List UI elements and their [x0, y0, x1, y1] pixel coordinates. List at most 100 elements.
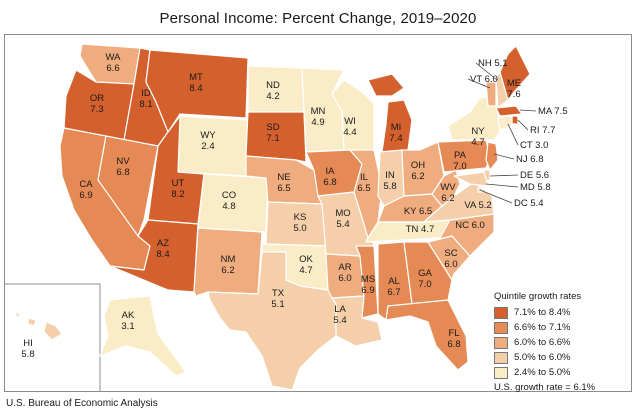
state-abbr: ME	[507, 78, 521, 89]
state-value: 6.0	[485, 74, 498, 85]
state-abbr: MS	[361, 274, 375, 285]
state-abbr: IA	[326, 166, 336, 177]
state-value: 4.7	[471, 137, 484, 148]
state-abbr: TX	[272, 288, 285, 299]
state-abbr: NC	[455, 220, 469, 231]
leader-line-ct	[507, 123, 519, 146]
state-label-az: AZ 8.4	[156, 238, 169, 260]
leader-line-de	[489, 174, 519, 177]
state-label-hi: HI 5.8	[21, 338, 34, 360]
state-label-tn: TN 4.7	[406, 224, 435, 235]
state-value: 6.9	[79, 190, 92, 201]
state-abbr: NV	[116, 156, 130, 167]
state-value: 6.5	[277, 183, 290, 194]
state-abbr: OH	[411, 160, 425, 171]
state-label-id: ID 8.1	[139, 88, 152, 110]
state-abbr: MN	[311, 106, 326, 117]
state-value: 6.0	[338, 273, 351, 284]
state-value: 6.5	[419, 206, 432, 217]
state-abbr: NE	[277, 172, 290, 183]
state-ak	[99, 295, 187, 377]
state-abbr: HI	[23, 338, 33, 349]
state-label-ut: UT 8.2	[171, 178, 184, 200]
state-value: 5.4	[530, 198, 543, 209]
state-label-ny: NY 4.7	[471, 126, 485, 148]
state-label-il: IL 6.5	[357, 172, 370, 194]
state-abbr: NM	[221, 254, 236, 265]
state-abbr: IL	[360, 172, 368, 183]
state-label-co: CO 4.8	[222, 190, 236, 212]
legend-swatch	[494, 351, 508, 364]
state-value: 4.7	[421, 224, 434, 235]
state-abbr: TN	[406, 224, 419, 235]
state-abbr: VT	[470, 74, 482, 85]
state-value: 6.0	[444, 259, 457, 270]
state-abbr: SC	[444, 248, 457, 259]
legend-item: 5.0% to 6.0%	[490, 350, 630, 365]
state-value: 5.8	[383, 181, 396, 192]
state-value: 3.1	[121, 321, 134, 332]
state-value: 4.9	[311, 117, 324, 128]
state-label-mn: MN 4.9	[311, 106, 326, 128]
state-value: 7.0	[453, 161, 466, 172]
state-label-va: VA 5.2	[464, 200, 491, 211]
state-label-sc: SC 6.0	[444, 248, 457, 270]
state-label-ks: KS 5.0	[293, 212, 306, 234]
state-value: 6.8	[116, 167, 129, 178]
state-abbr: GA	[418, 268, 432, 279]
legend: Quintile growth rates 7.1% to 8.4% 6.6% t…	[490, 291, 630, 393]
state-abbr: PA	[454, 150, 467, 161]
state-abbr: WV	[440, 182, 456, 193]
state-label-ak: AK 3.1	[121, 310, 135, 332]
legend-swatch	[494, 306, 508, 319]
state-label-fl: FL 6.8	[447, 328, 460, 350]
state-abbr: ID	[141, 88, 151, 99]
state-value: 5.4	[336, 219, 349, 230]
state-label-mo: MO 5.4	[335, 208, 350, 230]
state-value: 8.4	[156, 249, 169, 260]
state-label-in: IN 5.8	[383, 170, 396, 192]
state-md	[453, 171, 489, 187]
leader-line-ma	[519, 109, 537, 112]
state-label-al: AL 6.7	[387, 276, 400, 298]
state-abbr: MD	[520, 182, 535, 193]
state-abbr: SD	[266, 122, 279, 133]
state-abbr: ND	[266, 80, 280, 91]
state-label-wv: WV 6.2	[440, 182, 456, 204]
state-abbr: MO	[335, 208, 350, 219]
state-label-sd: SD 7.1	[266, 122, 279, 144]
leader-line-nh	[475, 62, 498, 81]
state-fl	[385, 299, 469, 371]
state-value: 6.2	[221, 265, 234, 276]
state-label-me: ME 7.6	[507, 78, 521, 100]
state-label-nh: NH 5.1	[478, 58, 508, 69]
us-growth-note: U.S. growth rate = 6.1%	[494, 382, 596, 393]
state-label-nc: NC 6.0	[455, 220, 485, 231]
state-abbr: RI	[530, 125, 540, 136]
state-label-tx: TX 5.1	[271, 288, 284, 310]
state-abbr: MA	[538, 106, 553, 117]
state-label-nm: NM 6.2	[221, 254, 236, 276]
legend-label: 6.0% to 6.6%	[514, 337, 571, 348]
state-abbr: VA	[464, 200, 477, 211]
state-ct	[497, 115, 513, 131]
legend-label: 2.4% to 5.0%	[514, 367, 571, 378]
legend-title: Quintile growth rates	[494, 291, 582, 302]
state-label-wy: WY 2.4	[200, 130, 216, 152]
state-ri	[511, 115, 519, 125]
state-abbr: DC	[514, 198, 528, 209]
state-ny	[447, 95, 501, 141]
state-label-vt: VT 6.0	[470, 74, 498, 85]
legend-item: 7.1% to 8.4%	[490, 305, 630, 320]
state-label-or: OR 7.3	[90, 93, 104, 115]
state-ms	[355, 245, 379, 319]
state-abbr: AR	[338, 262, 351, 273]
state-value: 5.1	[271, 299, 284, 310]
legend-item: 6.0% to 6.6%	[490, 335, 630, 350]
state-value: 2.4	[201, 141, 214, 152]
state-label-ms: MS 6.9	[361, 274, 375, 296]
legend-item: 6.6% to 7.1%	[490, 320, 630, 335]
state-value: 6.0	[472, 220, 485, 231]
legend-item: 2.4% to 5.0%	[490, 365, 630, 380]
state-ma	[495, 105, 523, 117]
